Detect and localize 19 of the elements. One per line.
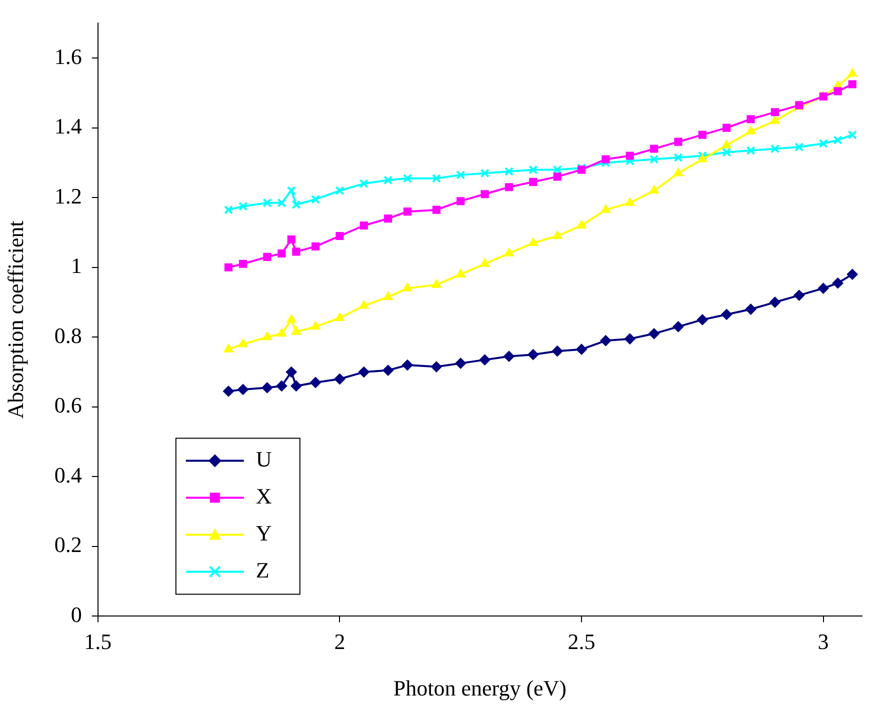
y-tick-label: 1.2 [54,183,82,208]
legend-label: Y [256,520,272,546]
y-tick-label: 0.2 [54,532,82,558]
legend-label: Z [256,557,270,582]
y-tick-label: 1.6 [54,44,82,69]
y-tick-label: 0 [70,602,82,627]
legend-label: X [256,483,272,508]
y-tick-label: 0.4 [54,462,82,488]
y-axis-title: Absorption coefficient [2,220,28,419]
x-tick-label: 1.5 [84,629,112,654]
y-tick-label: 1.4 [54,114,82,139]
y-tick-label: 0.6 [54,392,82,418]
x-tick-label: 3 [818,629,829,654]
x-tick-label: 2 [334,629,346,654]
x-tick-label: 2.5 [568,629,596,654]
y-tick-label: 1 [70,253,82,278]
x-axis-title: Photon energy (eV) [393,676,567,701]
legend-label: U [256,446,272,472]
y-tick-label: 0.8 [54,322,82,348]
